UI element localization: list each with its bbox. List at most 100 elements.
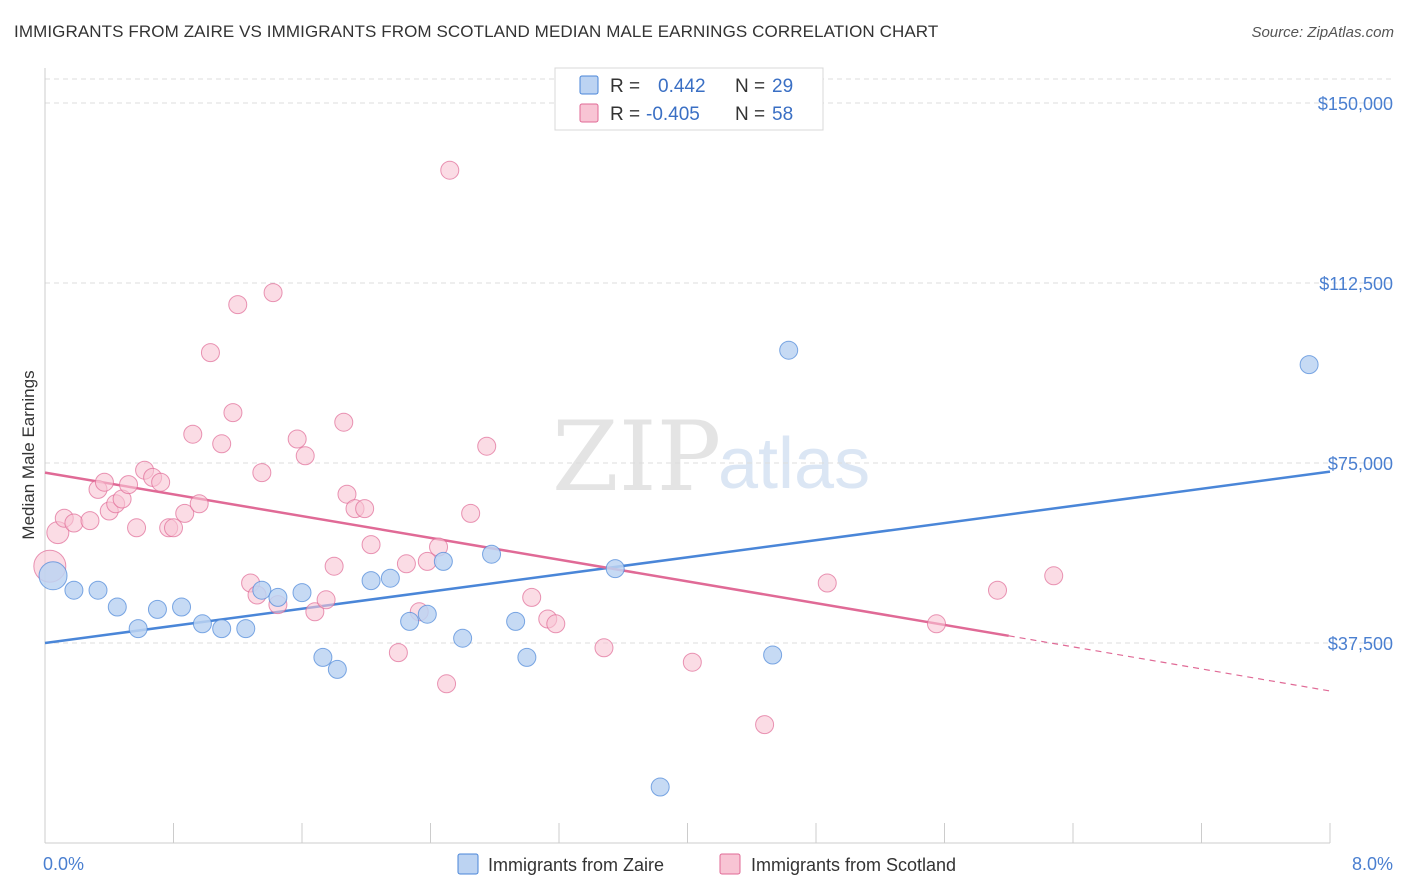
x-tick-labels: 0.0% 8.0% bbox=[43, 854, 1393, 874]
scotland-point-4 bbox=[80, 511, 100, 531]
scotland-point-55 bbox=[926, 614, 946, 634]
zaire-point-20 bbox=[453, 628, 473, 648]
scotland-point-47 bbox=[477, 436, 497, 456]
y-tick-label-3: $150,000 bbox=[1318, 94, 1393, 114]
series-legend-swatch-zaire bbox=[457, 853, 479, 875]
legend-swatch-zaire bbox=[579, 75, 599, 95]
scotland-point-29 bbox=[287, 429, 307, 449]
zaire-point-1 bbox=[64, 580, 84, 600]
gridlines bbox=[45, 78, 1395, 644]
axes bbox=[44, 68, 1331, 844]
zaire-trend-line bbox=[44, 470, 1331, 645]
legend-scotland-r-value: -0.405 bbox=[646, 104, 700, 125]
series-legend: Immigrants from Zaire Immigrants from Sc… bbox=[457, 853, 956, 875]
legend-zaire-r-label: R = bbox=[610, 76, 640, 97]
watermark: ZIP atlas bbox=[552, 401, 870, 513]
series-legend-label-scotland: Immigrants from Scotland bbox=[751, 855, 956, 875]
legend-swatch-scotland bbox=[579, 103, 599, 123]
zaire-point-14 bbox=[327, 659, 347, 679]
y-tick-labels: $37,500 $75,000 $112,500 $150,000 bbox=[1318, 94, 1393, 654]
zaire-point-13 bbox=[313, 647, 333, 667]
y-axis-label: Median Male Earnings bbox=[19, 370, 38, 539]
x-tick-label-0: 0.0% bbox=[43, 854, 84, 874]
zaire-point-25 bbox=[650, 777, 670, 797]
scotland-point-46 bbox=[461, 503, 481, 523]
scotland-point-31 bbox=[305, 602, 325, 622]
scotland-point-20 bbox=[200, 343, 220, 363]
chart-title: IMMIGRANTS FROM ZAIRE VS IMMIGRANTS FROM… bbox=[14, 22, 939, 41]
scotland-point-17 bbox=[175, 503, 195, 523]
scotland-point-6 bbox=[94, 472, 114, 492]
zaire-point-7 bbox=[192, 614, 212, 634]
zaire-point-2 bbox=[88, 580, 108, 600]
scotland-point-56 bbox=[988, 580, 1008, 600]
scotland-point-22 bbox=[223, 403, 243, 423]
scotland-point-23 bbox=[228, 295, 248, 315]
scotland-point-10 bbox=[119, 475, 139, 495]
scotland-point-21 bbox=[212, 434, 232, 454]
y-tick-label-1: $75,000 bbox=[1328, 454, 1393, 474]
scotland-point-53 bbox=[755, 715, 775, 735]
zaire-point-23 bbox=[517, 647, 537, 667]
scotland-point-30 bbox=[295, 446, 315, 466]
y-tick-label-0: $37,500 bbox=[1328, 634, 1393, 654]
legend-zaire-r-value: 0.442 bbox=[658, 76, 706, 97]
watermark-atlas: atlas bbox=[718, 424, 870, 504]
scotland-point-3 bbox=[64, 513, 84, 533]
zaire-point-22 bbox=[506, 611, 526, 631]
correlation-legend: R = 0.442 N = 29 R = -0.405 N = 58 bbox=[554, 67, 824, 131]
zaire-point-5 bbox=[147, 599, 167, 619]
scotland-point-32 bbox=[316, 590, 336, 610]
scotland-point-51 bbox=[594, 638, 614, 658]
scotland-point-19 bbox=[189, 494, 209, 514]
scotland-point-35 bbox=[337, 484, 357, 504]
scotland-point-44 bbox=[437, 674, 457, 694]
data-points bbox=[33, 160, 1319, 797]
scotland-point-37 bbox=[355, 499, 375, 519]
zaire-point-16 bbox=[380, 568, 400, 588]
watermark-zip: ZIP bbox=[552, 401, 721, 513]
zaire-point-24 bbox=[605, 559, 625, 579]
zaire-point-4 bbox=[128, 619, 148, 639]
scotland-point-11 bbox=[127, 518, 147, 538]
zaire-point-18 bbox=[417, 604, 437, 624]
zaire-point-21 bbox=[482, 544, 502, 564]
scotland-point-40 bbox=[396, 554, 416, 574]
scotland-trend-extension bbox=[1008, 635, 1331, 692]
legend-zaire-n-value: 29 bbox=[772, 76, 793, 97]
legend-scotland-r-label: R = bbox=[610, 104, 640, 125]
scotland-point-45 bbox=[440, 160, 460, 180]
scotland-point-39 bbox=[388, 643, 408, 663]
y-tick-label-2: $112,500 bbox=[1319, 274, 1393, 294]
scotland-point-57 bbox=[1044, 566, 1064, 586]
legend-scotland-n-label: N = bbox=[735, 104, 765, 125]
scotland-point-16 bbox=[164, 518, 183, 538]
scotland-point-52 bbox=[682, 652, 702, 672]
x-tick-label-1: 8.0% bbox=[1352, 854, 1393, 874]
zaire-point-0 bbox=[38, 561, 68, 591]
legend-scotland-n-value: 58 bbox=[772, 104, 793, 125]
zaire-point-28 bbox=[1299, 355, 1319, 375]
scotland-point-34 bbox=[334, 412, 354, 432]
zaire-point-12 bbox=[292, 583, 312, 603]
zaire-point-17 bbox=[400, 611, 420, 631]
zaire-point-9 bbox=[236, 619, 256, 639]
zaire-point-26 bbox=[763, 645, 783, 665]
series-legend-label-zaire: Immigrants from Zaire bbox=[488, 855, 664, 875]
legend-zaire-n-label: N = bbox=[735, 76, 765, 97]
scotland-point-38 bbox=[361, 535, 381, 555]
zaire-point-6 bbox=[172, 597, 192, 617]
scotland-point-26 bbox=[252, 463, 272, 483]
scotland-point-54 bbox=[817, 573, 837, 593]
scotland-point-48 bbox=[522, 587, 542, 607]
zaire-point-27 bbox=[779, 340, 799, 360]
zaire-point-11 bbox=[268, 587, 288, 607]
scotland-point-33 bbox=[324, 556, 344, 576]
scotland-point-50 bbox=[546, 614, 566, 634]
series-legend-swatch-scotland bbox=[719, 853, 741, 875]
zaire-point-8 bbox=[212, 619, 232, 639]
source-credit: Source: ZipAtlas.com bbox=[1251, 24, 1394, 41]
zaire-point-15 bbox=[361, 571, 381, 591]
scotland-point-27 bbox=[263, 283, 283, 303]
